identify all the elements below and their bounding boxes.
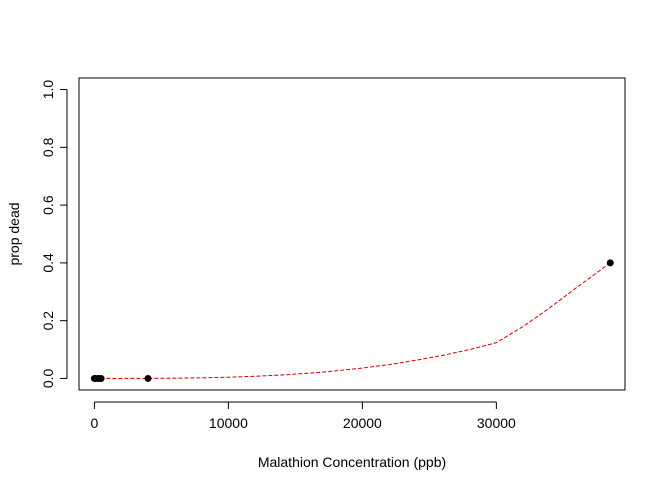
- data-point: [606, 259, 614, 267]
- fitted-curve-layer: [94, 262, 611, 379]
- data-point: [144, 374, 152, 382]
- x-tick-label: 10000: [209, 415, 248, 431]
- data-point: [97, 374, 105, 382]
- x-tick-label: 20000: [343, 415, 382, 431]
- data-points-layer: [90, 259, 614, 382]
- y-axis-label: prop dead: [6, 202, 22, 265]
- x-tick-label: 30000: [477, 415, 516, 431]
- y-tick-label: 0.2: [40, 311, 56, 331]
- y-axis: 0.0 0.2 0.4 0.6 0.8 1.0: [40, 80, 68, 389]
- y-tick-label: 0.4: [40, 253, 56, 273]
- y-tick-label: 0.8: [40, 137, 56, 157]
- y-tick-label: 0.6: [40, 195, 56, 215]
- y-tick-label: 0.0: [40, 369, 56, 389]
- x-tick-label: 0: [91, 415, 99, 431]
- x-axis: 0 10000 20000 30000: [91, 401, 516, 431]
- x-axis-label: Malathion Concentration (ppb): [258, 454, 446, 470]
- y-tick-label: 1.0: [40, 80, 56, 100]
- fitted-curve-line: [94, 262, 611, 379]
- plot-frame: [78, 77, 626, 391]
